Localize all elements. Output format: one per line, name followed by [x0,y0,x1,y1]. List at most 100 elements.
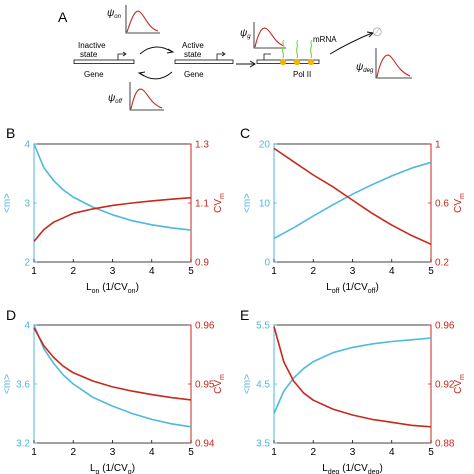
x-axis-label-sub2: deg [368,469,380,474]
inactive-line2: state [80,50,98,59]
pol-ii-group [279,39,315,66]
left-tick-label: 20 [259,140,271,151]
right-tick-label: 0.92 [435,380,455,391]
x-tick-label: 1 [31,266,37,277]
right-tick-label: 0.6 [435,199,449,210]
off-switch-arrow [139,71,173,80]
x-tick-label: 2 [310,266,316,277]
cv-m-series-line [33,327,192,401]
x-axis-label-sub: g [96,469,100,474]
psi-deg-distribution [375,48,412,79]
right-axis-label-sub: m [459,374,466,380]
left-tick-label: 4.5 [256,380,270,391]
right-axis-label-sub: m [219,193,226,199]
left-tick-label: 3 [24,199,30,210]
mean-m-series-line [273,337,432,414]
x-axis-label-sub: on [92,288,100,295]
schematic-panel: A Inactive state Gene ψon ψoff Active [58,5,412,111]
x-tick-label: 4 [389,266,395,277]
left-tick-label: 0 [264,258,270,269]
panel-label-e: E [240,307,249,323]
right-axis-label-main: CV [453,199,464,213]
left-tick-label: 2 [24,258,30,269]
gene-body-active [174,59,234,64]
left-tick-label: 3.2 [16,439,30,450]
right-axis-label: CVm [453,374,466,394]
promoter-arrow-inactive [117,53,125,60]
active-state-label: Active state [182,41,206,59]
x-tick-label: 5 [188,266,194,277]
psi-g-distribution [253,22,286,49]
x-axis-label-sub2: off [368,288,376,295]
right-tick-label: 0.2 [435,258,449,269]
left-tick-label: 3.5 [256,439,270,450]
right-axis-label-sub: m [219,374,226,380]
right-axis-label: CVm [453,193,466,213]
x-tick-label: 3 [350,447,356,458]
psi-off-label: ψoff [108,93,123,105]
psi-on-label: ψon [107,8,122,20]
x-tick-label: 4 [389,447,395,458]
psi-on-distribution [125,5,160,34]
x-tick-label: 1 [271,447,277,458]
panel-label-a: A [58,9,68,25]
psi-off-distribution [129,82,164,111]
x-tick-label: 1 [271,266,277,277]
right-axis-label-main: CV [213,199,224,213]
left-axis-label: <m> [242,374,253,394]
x-tick-label: 4 [149,266,155,277]
x-axis-label: Loff (1/CVoff) [326,282,379,295]
left-axis-label: <m> [242,193,253,213]
right-axis-label: CVm [213,193,226,213]
x-axis-label-rest: (1/CV [339,463,368,474]
plot-frame [273,143,432,263]
cv-m-series-line [273,147,432,246]
x-axis-label-end: ) [379,463,382,474]
mean-m-series-line [33,143,192,231]
gene-body-transcribing [256,59,320,64]
right-axis-label: CVm [213,374,226,394]
on-switch-arrow [139,46,173,55]
gene-label-inactive: Gene [84,70,104,79]
right-tick-label: 1 [435,140,441,151]
x-tick-label: 4 [149,447,155,458]
x-axis-label-sub: deg [328,469,340,474]
cv-m-series-line [33,196,192,242]
panel-label-b: B [6,125,15,141]
x-tick-label: 2 [70,447,76,458]
x-tick-label: 3 [110,266,116,277]
active-line2: state [184,50,202,59]
x-tick-label: 1 [31,447,37,458]
right-tick-label: 0.96 [435,321,455,332]
left-tick-label: 4 [24,321,30,332]
left-axis-label: <m> [2,374,13,394]
x-axis-label-end: ) [375,282,378,293]
right-tick-label: 0.88 [435,439,455,450]
mean-m-series-line [273,161,432,240]
x-axis-label-end: ) [136,282,139,293]
mrna-label: mRNA [313,35,337,44]
active-line1: Active [182,41,204,50]
x-axis-label-end: ) [132,463,135,474]
plot-frame [33,324,192,444]
pol-ii-label: Pol II [293,70,311,79]
x-axis-label-sub2: g [128,469,132,474]
panel-d: D 1 2 3 4 5 3.2 3.6 4 0.94 0.95 0.96 <m> CVm Lg (1/CVg… [2,307,226,474]
right-tick-label: 1.3 [195,140,209,151]
inactive-line1: Inactive [78,41,106,50]
x-tick-label: 2 [310,447,316,458]
right-tick-label: 0.9 [195,258,209,269]
x-axis-label: Lon (1/CVon) [86,282,139,295]
gene-label-active: Gene [184,70,204,79]
right-axis-label-main: CV [453,380,464,394]
cv-m-series-line [273,326,432,428]
x-axis-label-main: L [322,463,328,474]
psi-deg-label: ψdeg [356,62,374,74]
x-axis-label-sub2: on [128,288,136,295]
x-axis-label-rest: (1/CV [339,282,368,293]
degradation-arrow [329,32,373,55]
x-axis-label-rest: (1/CV [99,282,128,293]
left-tick-label: 4 [24,140,30,151]
